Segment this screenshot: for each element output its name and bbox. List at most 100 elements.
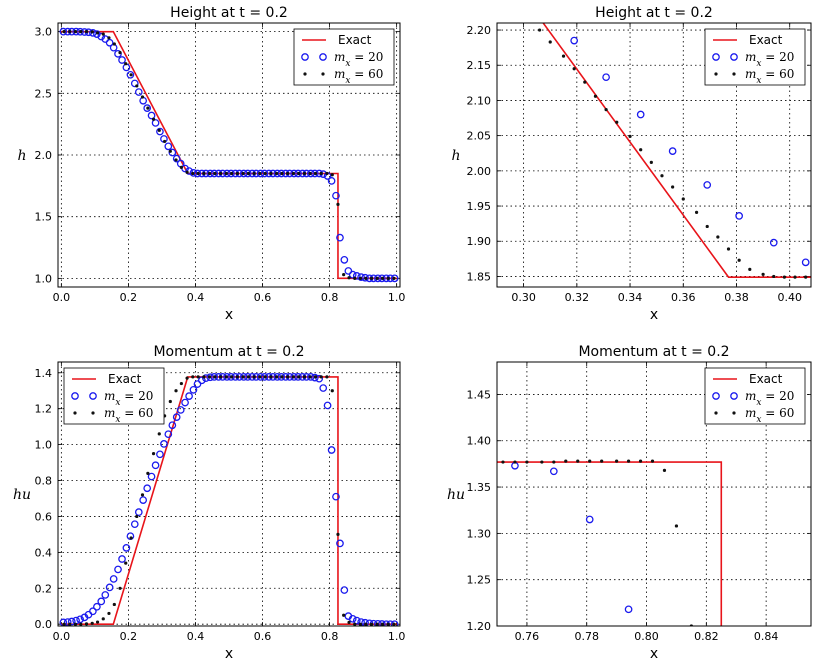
- mx60-point: [191, 171, 195, 176]
- mx60-point: [179, 381, 183, 386]
- mx20-point: [168, 421, 177, 430]
- mx60-point: [639, 148, 643, 152]
- y-tick-label: 1.2: [35, 403, 53, 416]
- mx60-point: [73, 622, 78, 626]
- mx20-point: [76, 615, 84, 624]
- mx60-point: [90, 621, 94, 625]
- mx60-point: [364, 276, 368, 280]
- mx60-point: [168, 399, 172, 404]
- mx60-point: [705, 224, 709, 229]
- mx60-point: [660, 174, 664, 178]
- mx60-point: [174, 158, 178, 162]
- x-tick-label: 0.6: [254, 630, 272, 643]
- mx20-point: [101, 591, 110, 599]
- mx60-point: [330, 173, 334, 177]
- legend-mx60-var: m: [104, 406, 115, 420]
- mx20-point: [319, 384, 328, 392]
- mx20-point: [189, 385, 198, 394]
- legend-mx20-sub: x: [756, 59, 761, 69]
- mx20-point: [105, 38, 114, 47]
- y-tick-label: 1.20: [467, 620, 492, 633]
- legend-mx20-val: = 20: [350, 50, 383, 64]
- y-tick-label: 1.5: [35, 211, 53, 224]
- x-tick-label: 0.40: [777, 291, 802, 304]
- mx60-point: [252, 171, 256, 176]
- mx60-point: [313, 375, 318, 379]
- x-tick-label: 0.36: [671, 291, 696, 304]
- mx60-point: [674, 524, 679, 528]
- mx60-point: [347, 276, 351, 280]
- mx20-point: [160, 440, 168, 448]
- legend-frame: [63, 367, 165, 425]
- mx20-point: [151, 119, 160, 127]
- y-tick-label: 1.85: [467, 270, 492, 283]
- mx60-point: [246, 171, 251, 176]
- mx60-point: [135, 514, 139, 519]
- mx60-point: [280, 375, 284, 379]
- mx60-point: [793, 275, 797, 279]
- mx60-point: [135, 84, 139, 88]
- mx60-point: [230, 171, 234, 176]
- mx60-point: [297, 375, 301, 379]
- mx60-point: [392, 622, 396, 626]
- mx60-point: [202, 171, 206, 176]
- mx20-point: [143, 104, 152, 112]
- mx60-point: [336, 532, 340, 537]
- mx20-point: [122, 544, 131, 552]
- legend-mx20-marker: [301, 53, 309, 61]
- legend-mx60-var: m: [745, 406, 756, 420]
- legend-frame: [704, 28, 806, 86]
- mx20-point: [332, 492, 340, 501]
- mx60-point: [118, 51, 122, 55]
- mx20-point: [130, 79, 139, 88]
- chart-panel-3: Momentum at t = 0.2 0.0 0.2 0.4 0.6 0.8 1.0 0.0…: [13, 344, 405, 662]
- axes-frame: [496, 361, 812, 627]
- chart-title: Height at t = 0.2: [170, 5, 288, 21]
- y-tick-label: 1.95: [467, 200, 492, 213]
- mx20-point: [189, 169, 198, 177]
- chart-title: Momentum at t = 0.2: [153, 344, 304, 360]
- mx60-point: [202, 375, 206, 379]
- mx60-point: [62, 30, 66, 34]
- legend-mx20-var: m: [745, 50, 756, 64]
- mx60-point: [246, 375, 251, 379]
- mx60-point: [95, 620, 100, 624]
- mx20-point: [361, 273, 369, 282]
- mx60-point: [615, 459, 619, 463]
- mx60-point: [564, 459, 568, 463]
- mx60-point: [84, 622, 89, 626]
- legend-mx60-val: = 60: [120, 406, 153, 420]
- x-tick-label: 0.8: [321, 630, 339, 643]
- mx60-point: [308, 171, 312, 176]
- y-tick-label: 2.20: [467, 24, 492, 37]
- mx60-point: [638, 459, 643, 463]
- mx60-point: [191, 375, 195, 379]
- mx20-point: [357, 273, 365, 281]
- mx60-point: [263, 375, 267, 379]
- mx60-point: [269, 171, 273, 176]
- mx60-point: [615, 120, 619, 124]
- mx20-point: [735, 212, 744, 220]
- legend-mx60-label: mx = 60: [745, 406, 794, 425]
- mx20-point: [668, 147, 677, 155]
- mx20-point: [348, 270, 357, 279]
- legend-mx60-sub: x: [345, 76, 350, 86]
- mx60-point: [241, 375, 245, 379]
- mx60-point: [380, 276, 385, 280]
- mx20-point: [390, 274, 399, 283]
- legend-mx20-marker: [71, 392, 79, 400]
- y-tick-label: 3.0: [35, 26, 53, 39]
- y-tick-label: 1.40: [467, 435, 492, 448]
- mx20-point: [390, 620, 399, 626]
- y-tick-label: 1.0: [35, 272, 53, 285]
- mx20-point: [164, 430, 173, 439]
- x-tick-label: 0.0: [53, 630, 71, 643]
- x-tick-label: 0.2: [120, 291, 138, 304]
- mx60-point: [258, 375, 262, 379]
- mx20-point: [156, 127, 164, 136]
- mx20-point: [185, 167, 193, 175]
- y-tick-label: 2.15: [467, 59, 492, 72]
- mx60-point: [146, 106, 150, 110]
- x-tick-label: 0.6: [254, 291, 272, 304]
- mx60-point: [112, 42, 116, 46]
